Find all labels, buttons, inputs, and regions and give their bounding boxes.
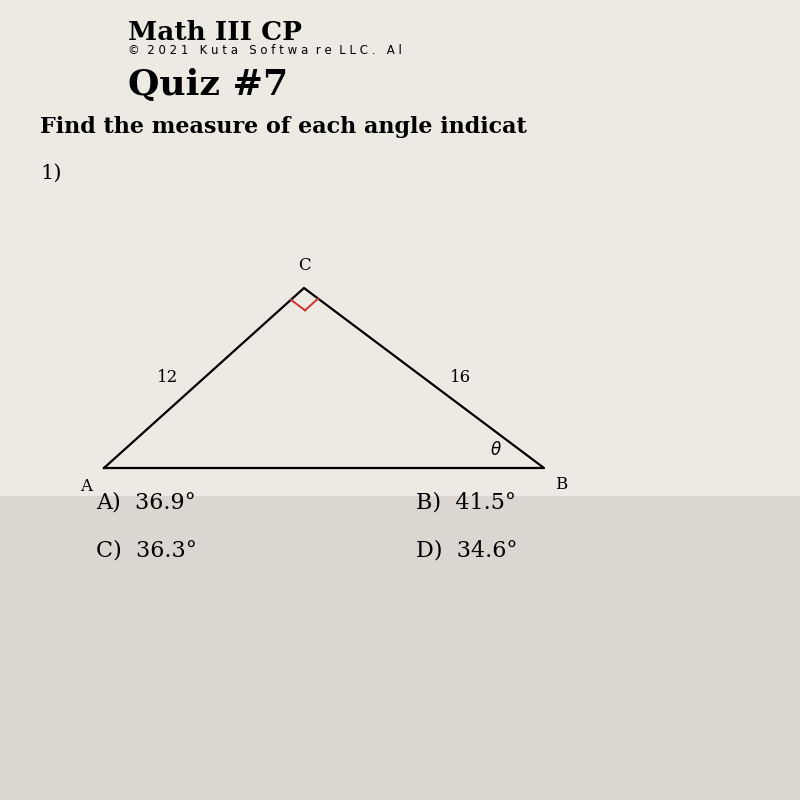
Text: C)  36.3°: C) 36.3° [96,540,197,562]
Text: 1): 1) [40,164,62,183]
Text: Math III CP: Math III CP [128,20,302,45]
Text: ©  2 0 2 1   K u t a   S o f t w a  r e  L L C .   A l: © 2 0 2 1 K u t a S o f t w a r e L L C … [128,44,402,57]
Text: θ: θ [491,442,501,459]
Text: A)  36.9°: A) 36.9° [96,492,196,514]
Text: B)  41.5°: B) 41.5° [416,492,516,514]
Text: C: C [298,257,310,274]
Text: D)  34.6°: D) 34.6° [416,540,518,562]
Text: 12: 12 [158,370,178,386]
Text: A: A [80,478,93,494]
Text: Quiz #7: Quiz #7 [128,68,288,102]
Text: B: B [555,476,568,493]
Bar [0,0,800,496]
Text: Find the measure of each angle indicat: Find the measure of each angle indicat [40,116,526,138]
Text: 16: 16 [450,370,470,386]
